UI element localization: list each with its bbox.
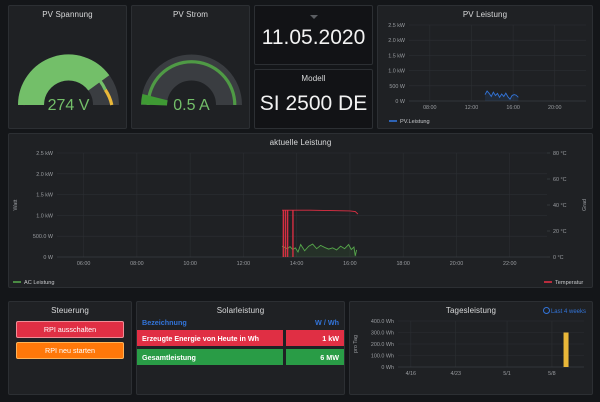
time-range-picker[interactable]: Last 4 weeks bbox=[542, 306, 586, 315]
svg-text:18:00: 18:00 bbox=[396, 261, 410, 267]
svg-text:08:00: 08:00 bbox=[130, 261, 144, 267]
svg-text:200.0 Wh: 200.0 Wh bbox=[371, 342, 394, 348]
chevron-down-icon[interactable] bbox=[309, 15, 318, 19]
col-bezeichnung[interactable]: Bezeichnung bbox=[137, 315, 283, 330]
svg-text:16:00: 16:00 bbox=[343, 261, 357, 267]
panel-pv-strom: PV Strom 0.5 A bbox=[131, 5, 250, 129]
row-spacer bbox=[137, 346, 344, 349]
panel-title-pv-leistung: PV Leistung bbox=[462, 10, 508, 19]
svg-text:1.0 kW: 1.0 kW bbox=[36, 213, 54, 219]
panel-solarleistung: Solarleistung Bezeichnung W / Wh Erzeugt… bbox=[136, 301, 345, 395]
clock-icon bbox=[542, 306, 550, 314]
svg-text:300.0 Wh: 300.0 Wh bbox=[371, 331, 394, 337]
chart-tagesleistung: 0 Wh 100.0 Wh 200.0 Wh 300.0 Wh 400.0 Wh 4/16… bbox=[353, 319, 584, 377]
svg-text:2.0 kW: 2.0 kW bbox=[388, 38, 406, 44]
gauge-pv-spannung: 274 V bbox=[9, 19, 126, 127]
svg-text:2.0 kW: 2.0 kW bbox=[36, 172, 54, 178]
svg-text:500 W: 500 W bbox=[389, 84, 405, 90]
svg-text:0 Wh: 0 Wh bbox=[381, 365, 394, 371]
row-gap bbox=[283, 349, 286, 365]
panel-title-pv-strom: PV Strom bbox=[172, 10, 209, 19]
svg-text:10:00: 10:00 bbox=[183, 261, 197, 267]
svg-text:16:00: 16:00 bbox=[506, 105, 520, 111]
svg-text:400.0 Wh: 400.0 Wh bbox=[371, 319, 394, 325]
svg-text:1.5 kW: 1.5 kW bbox=[36, 193, 54, 199]
svg-text:22:00: 22:00 bbox=[503, 261, 517, 267]
panel-title-steuerung: Steuerung bbox=[51, 306, 89, 315]
svg-text:4/23: 4/23 bbox=[450, 371, 461, 377]
solarleistung-table: Bezeichnung W / Wh Erzeugte Energie von … bbox=[137, 315, 344, 365]
svg-text:20 °C: 20 °C bbox=[553, 229, 567, 235]
svg-text:0 W: 0 W bbox=[43, 255, 53, 261]
svg-text:12:00: 12:00 bbox=[237, 261, 251, 267]
panel-title-aktuelle-leistung: aktuelle Leistung bbox=[269, 138, 332, 147]
panel-steuerung: Steuerung RPI ausschalten RPI neu starte… bbox=[8, 301, 132, 395]
svg-text:pro Tag: pro Tag bbox=[353, 335, 359, 353]
panel-title-solarleistung: Solarleistung bbox=[216, 306, 265, 315]
svg-text:20:00: 20:00 bbox=[450, 261, 464, 267]
gauge-pv-strom: 0.5 A bbox=[132, 19, 249, 127]
svg-text:40 °C: 40 °C bbox=[553, 203, 567, 209]
svg-text:0 W: 0 W bbox=[395, 99, 405, 105]
svg-text:Temperatur: Temperatur bbox=[555, 280, 583, 286]
rpi-restart-button[interactable]: RPI neu starten bbox=[16, 342, 124, 359]
steuerung-buttons: RPI ausschalten RPI neu starten bbox=[9, 315, 131, 359]
svg-text:500.0 W: 500.0 W bbox=[33, 234, 54, 240]
datum-value: 11.05.2020 bbox=[261, 26, 366, 49]
table-row[interactable]: Erzeugte Energie von Heute in Wh 1 kW bbox=[137, 330, 344, 346]
svg-text:2.5 kW: 2.5 kW bbox=[36, 151, 54, 157]
panel-tagesleistung: Tagesleistung Last 4 weeks 0 Wh 100.0 Wh 2… bbox=[349, 301, 593, 395]
row-gap bbox=[283, 330, 286, 346]
svg-text:12:00: 12:00 bbox=[465, 105, 479, 111]
svg-text:14:00: 14:00 bbox=[290, 261, 304, 267]
table-row[interactable]: Gesamtleistung 6 MW bbox=[137, 349, 344, 365]
chart-aktuelle-leistung: 0 W 500.0 W 1.0 kW 1.5 kW 2.0 kW 2.5 kW 06:00 0… bbox=[13, 151, 588, 286]
svg-text:4/16: 4/16 bbox=[406, 371, 417, 377]
svg-text:60 °C: 60 °C bbox=[553, 177, 567, 183]
svg-text:Watt: Watt bbox=[13, 199, 19, 210]
modell-value: SI 2500 DE bbox=[259, 92, 368, 115]
rpi-shutdown-button[interactable]: RPI ausschalten bbox=[16, 321, 124, 338]
svg-text:5/1: 5/1 bbox=[503, 371, 511, 377]
gauge-value-pv-spannung: 274 V bbox=[48, 97, 90, 114]
panel-modell: Modell SI 2500 DE bbox=[254, 69, 373, 129]
svg-text:AC Leistung: AC Leistung bbox=[24, 280, 54, 286]
gauge-value-pv-strom: 0.5 A bbox=[173, 97, 210, 114]
svg-text:20:00: 20:00 bbox=[548, 105, 562, 111]
col-gap bbox=[283, 315, 286, 330]
svg-text:5/8: 5/8 bbox=[548, 371, 556, 377]
panel-title-pv-spannung: PV Spannung bbox=[42, 10, 93, 19]
row-label: Gesamtleistung bbox=[137, 349, 283, 365]
svg-text:1.0 kW: 1.0 kW bbox=[388, 69, 406, 75]
svg-text:80 °C: 80 °C bbox=[553, 151, 567, 157]
panel-pv-leistung: PV Leistung 0 W 500 W 1.0 kW 1.5 kW 2.0 kW 2.… bbox=[377, 5, 593, 129]
panel-title-modell: Modell bbox=[301, 74, 326, 83]
row-label: Erzeugte Energie von Heute in Wh bbox=[137, 330, 283, 346]
panel-aktuelle-leistung: aktuelle Leistung 0 W 500.0 W 1.0 kW 1.5 kW… bbox=[8, 133, 593, 288]
svg-text:Grad: Grad bbox=[582, 199, 588, 211]
panel-datum[interactable]: 11.05.2020 bbox=[254, 5, 373, 65]
svg-text:06:00: 06:00 bbox=[77, 261, 91, 267]
col-wert[interactable]: W / Wh bbox=[286, 315, 344, 330]
svg-text:100.0 Wh: 100.0 Wh bbox=[371, 354, 394, 360]
panel-pv-spannung: PV Spannung 274 V bbox=[8, 5, 127, 129]
panel-title-tagesleistung: Tagesleistung bbox=[445, 306, 497, 315]
chart-pv-leistung: 0 W 500 W 1.0 kW 1.5 kW 2.0 kW 2.5 kW 08:00 12:… bbox=[388, 23, 586, 125]
table-header-row: Bezeichnung W / Wh bbox=[137, 315, 344, 330]
svg-text:PV.Leistung: PV.Leistung bbox=[400, 119, 430, 125]
svg-text:08:00: 08:00 bbox=[423, 105, 437, 111]
time-range-label: Last 4 weeks bbox=[550, 309, 586, 315]
row-value: 6 MW bbox=[286, 349, 344, 365]
svg-text:0 °C: 0 °C bbox=[553, 255, 564, 261]
svg-text:2.5 kW: 2.5 kW bbox=[388, 23, 406, 29]
row-value: 1 kW bbox=[286, 330, 344, 346]
svg-text:1.5 kW: 1.5 kW bbox=[388, 53, 406, 59]
